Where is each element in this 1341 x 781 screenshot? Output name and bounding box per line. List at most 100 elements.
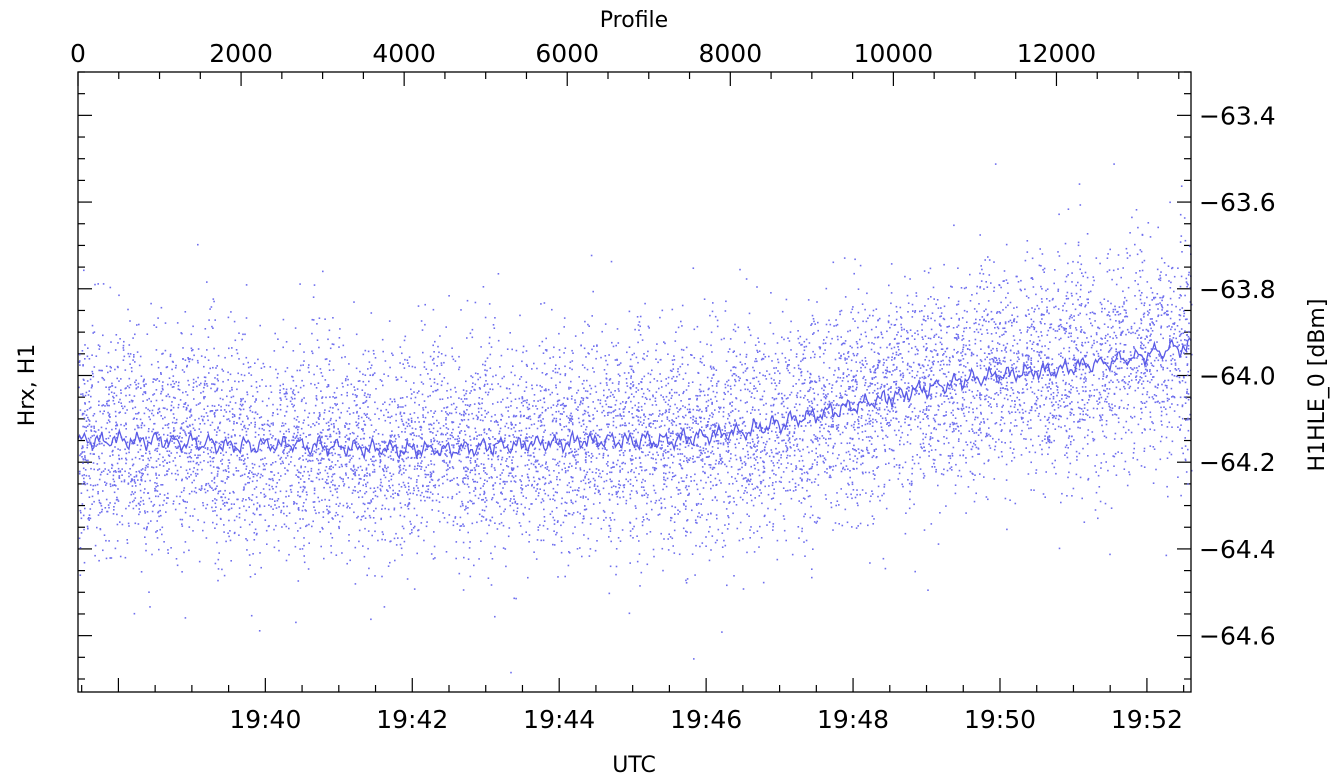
- data-point: [283, 433, 285, 435]
- data-point: [1080, 351, 1082, 354]
- data-point: [510, 671, 512, 674]
- data-point: [1172, 337, 1175, 339]
- data-point: [1012, 367, 1014, 370]
- data-point: [405, 457, 408, 460]
- data-point: [293, 537, 296, 539]
- data-point: [462, 523, 464, 525]
- data-point: [1186, 318, 1188, 320]
- data-point: [587, 451, 590, 453]
- data-point: [741, 485, 743, 487]
- data-point: [223, 524, 225, 526]
- data-point: [838, 352, 840, 354]
- data-point: [719, 455, 721, 458]
- data-point: [600, 428, 603, 431]
- data-point: [321, 450, 324, 452]
- data-point: [762, 465, 765, 468]
- data-point: [120, 402, 122, 404]
- data-point: [1123, 361, 1125, 364]
- data-point: [92, 484, 95, 487]
- data-point: [124, 369, 127, 371]
- data-point: [459, 525, 462, 527]
- data-point: [1071, 379, 1073, 382]
- data-point: [1176, 404, 1179, 406]
- data-point: [260, 492, 262, 494]
- data-point: [936, 353, 939, 355]
- data-point: [983, 422, 986, 424]
- data-point: [887, 389, 889, 391]
- data-point: [955, 333, 958, 335]
- data-point: [965, 512, 967, 514]
- data-point: [679, 492, 682, 494]
- data-point: [318, 423, 320, 425]
- data-point: [433, 412, 435, 414]
- data-point: [336, 387, 338, 389]
- data-point: [612, 345, 615, 348]
- data-point: [1134, 280, 1136, 282]
- data-point: [1120, 399, 1123, 402]
- data-point: [510, 472, 512, 474]
- data-point: [735, 355, 738, 358]
- data-point: [101, 376, 103, 379]
- data-point: [949, 425, 951, 428]
- data-point: [638, 383, 640, 385]
- data-point: [828, 412, 830, 415]
- data-point: [911, 303, 914, 306]
- data-point: [803, 430, 805, 432]
- data-point: [1084, 376, 1086, 379]
- data-point: [1107, 351, 1110, 353]
- data-point: [223, 431, 226, 434]
- data-point: [919, 427, 922, 430]
- data-point: [407, 508, 410, 510]
- data-point: [675, 391, 678, 394]
- data-point: [657, 361, 659, 364]
- data-point: [161, 526, 164, 529]
- data-point: [452, 358, 455, 361]
- data-point: [473, 502, 475, 505]
- data-point: [1132, 331, 1134, 334]
- data-point: [1132, 452, 1135, 454]
- data-point: [290, 387, 292, 390]
- data-point: [1185, 277, 1188, 280]
- data-point: [913, 407, 916, 410]
- data-point: [930, 405, 932, 408]
- data-point: [401, 352, 403, 355]
- data-point: [659, 413, 661, 415]
- data-point: [115, 394, 118, 397]
- data-point: [87, 437, 90, 440]
- data-point: [1105, 420, 1108, 422]
- data-point: [514, 424, 517, 426]
- data-point: [900, 436, 902, 439]
- data-point: [408, 356, 411, 358]
- data-point: [987, 377, 990, 380]
- data-point: [1097, 474, 1100, 477]
- data-point: [1166, 457, 1169, 459]
- data-point: [606, 363, 609, 366]
- data-point: [118, 454, 120, 457]
- data-point: [923, 475, 926, 477]
- data-point: [731, 374, 734, 377]
- data-point: [525, 439, 527, 442]
- data-point: [932, 374, 935, 376]
- data-point: [606, 473, 608, 475]
- data-point: [790, 463, 793, 465]
- data-point: [927, 589, 929, 591]
- data-point: [997, 342, 999, 344]
- data-point: [874, 399, 876, 402]
- data-point: [1101, 407, 1104, 409]
- y-right-tick-label: −64.6: [1199, 622, 1276, 651]
- data-point: [615, 565, 618, 568]
- data-point: [815, 381, 818, 384]
- y-right-tick-label: −63.8: [1199, 275, 1276, 304]
- data-point: [677, 415, 680, 418]
- data-point: [510, 428, 513, 430]
- data-point: [860, 396, 863, 398]
- data-point: [1073, 414, 1075, 416]
- data-point: [872, 455, 875, 457]
- data-point: [1135, 379, 1137, 381]
- data-point: [238, 516, 241, 519]
- data-point: [646, 444, 648, 447]
- data-point: [363, 475, 366, 477]
- data-point: [378, 418, 380, 420]
- data-point: [422, 383, 425, 385]
- data-point: [1086, 233, 1089, 235]
